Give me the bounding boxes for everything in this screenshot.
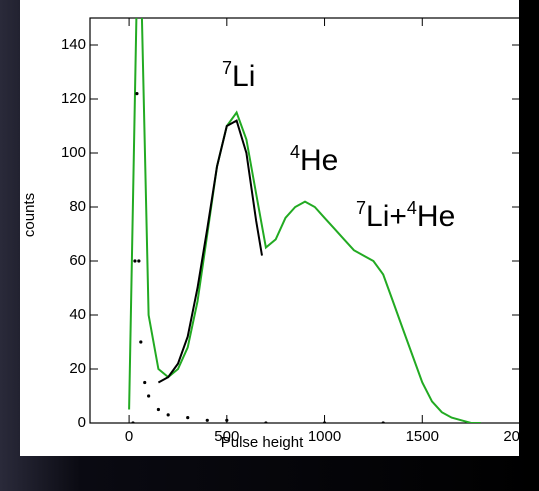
- data-point: [264, 421, 268, 423]
- data-point: [322, 421, 327, 423]
- annotation-superscript: 7: [222, 58, 232, 78]
- y-tick-label: 120: [61, 90, 86, 107]
- x-tick-label: 1500: [406, 428, 439, 445]
- x-tick-label: 2000: [503, 428, 536, 445]
- x-tick-label: 0: [125, 428, 133, 445]
- annotation-superscript: 7: [356, 198, 366, 218]
- y-tick-label: 40: [69, 306, 86, 323]
- data-point: [133, 259, 137, 263]
- x-axis-label: Pulse height: [221, 434, 304, 451]
- data-point: [135, 92, 139, 96]
- data-point: [131, 421, 135, 423]
- y-tick-label: 80: [69, 198, 86, 215]
- data-point: [225, 418, 229, 422]
- annotation-superscript: 4: [290, 142, 300, 162]
- annotation: 7Li+4He: [356, 198, 455, 233]
- annotation-text: Li: [232, 60, 255, 93]
- y-tick-label: 60: [69, 252, 86, 269]
- data-line: [157, 119, 263, 384]
- annotation-text: He: [300, 144, 338, 177]
- data-line: [128, 18, 481, 423]
- y-tick-label: 20: [69, 360, 86, 377]
- x-tick-label: 1000: [308, 428, 341, 445]
- plot-data: [128, 18, 481, 423]
- annotation: 7Li: [222, 58, 255, 93]
- annotation-text: He: [417, 200, 455, 233]
- data-point: [166, 413, 170, 417]
- annotation: 4He: [290, 142, 338, 177]
- plot-frame: [89, 17, 521, 424]
- annotation-text: Li+: [366, 200, 407, 233]
- y-tick-label: 100: [61, 144, 86, 161]
- data-point: [139, 340, 143, 344]
- annotation-superscript: 4: [407, 198, 417, 218]
- y-tick-label: 0: [78, 414, 86, 431]
- y-axis-label: counts: [21, 193, 38, 237]
- data-point: [137, 259, 141, 263]
- data-point: [381, 421, 385, 423]
- x-tick-label: 500: [214, 428, 239, 445]
- data-point: [205, 418, 209, 422]
- figure-panel: [20, 0, 519, 456]
- data-point: [143, 380, 147, 385]
- data-point: [186, 416, 190, 420]
- data-point: [156, 407, 161, 412]
- y-tick-label: 140: [61, 36, 86, 53]
- data-point: [147, 394, 151, 398]
